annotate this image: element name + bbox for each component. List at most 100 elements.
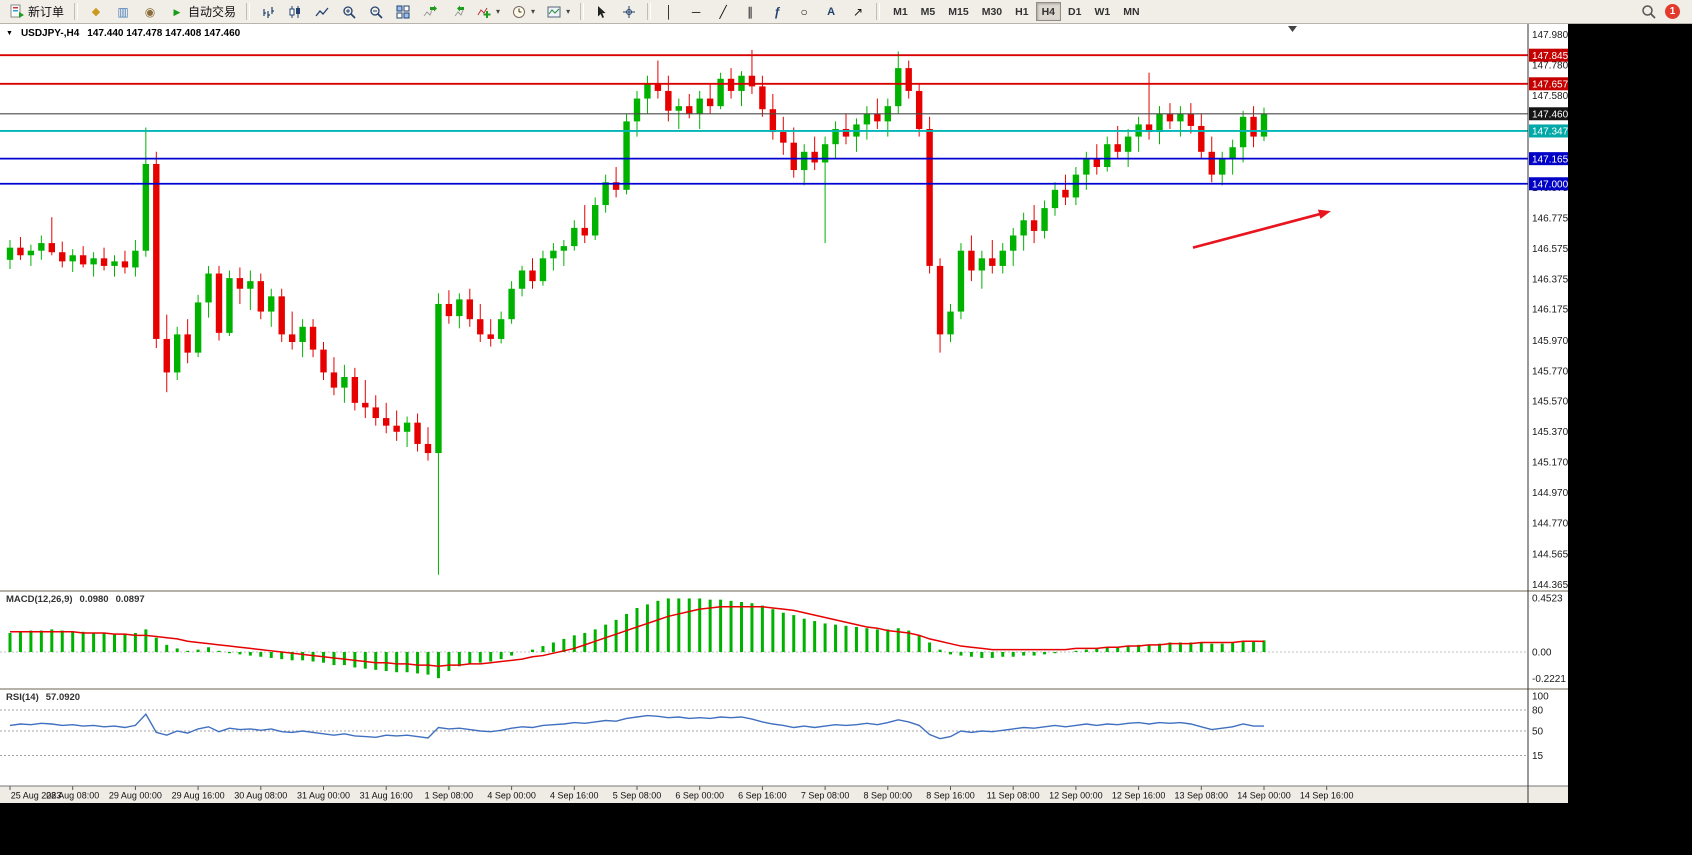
line-chart-button[interactable] (309, 2, 335, 22)
arrowtool-icon: ↗ (853, 4, 864, 19)
candles-icon (287, 4, 303, 20)
horizontal-line-button[interactable]: ─ (683, 2, 709, 22)
price-badge: 147.347 (1529, 124, 1568, 138)
timeframe-h4[interactable]: H4 (1035, 2, 1062, 21)
trend-arrow-annotation[interactable] (1192, 209, 1331, 249)
crosshair-button[interactable] (616, 2, 642, 22)
zoom-in-icon (341, 4, 357, 20)
indicator-plus-icon (476, 4, 492, 20)
timeframe-h1[interactable]: H1 (1009, 2, 1034, 21)
timeframe-d1[interactable]: D1 (1062, 2, 1087, 21)
new-order-button[interactable]: 新订单 (4, 2, 69, 22)
templates-button[interactable]: ▾ (541, 2, 575, 22)
svg-text:28 Aug 08:00: 28 Aug 08:00 (46, 791, 99, 801)
trendline-button[interactable]: ╱ (710, 2, 736, 22)
price-chart-canvas[interactable]: 147.980147.780147.580146.975146.775146.5… (0, 24, 1568, 803)
svg-text:31 Aug 16:00: 31 Aug 16:00 (360, 791, 413, 801)
svg-text:80: 80 (1532, 705, 1544, 716)
tile-windows-button[interactable] (390, 2, 416, 22)
svg-text:145.170: 145.170 (1532, 458, 1568, 469)
timeframe-group: M1 M5 M15 M30 H1 H4 D1 W1 MN (887, 2, 1145, 21)
svg-text:6 Sep 16:00: 6 Sep 16:00 (738, 791, 787, 801)
horizontal-lines-layer[interactable] (0, 54, 1528, 185)
chartshift-icon (449, 4, 465, 20)
toolbar-separator (74, 3, 79, 20)
timeframe-m15[interactable]: M15 (942, 2, 974, 21)
text-button[interactable]: A (818, 2, 844, 22)
svg-text:25 Aug 2023: 25 Aug 2023 (11, 791, 62, 801)
svg-text:15: 15 (1532, 751, 1544, 762)
svg-text:0.00: 0.00 (1532, 647, 1552, 658)
price-badge: 147.657 (1529, 77, 1568, 90)
svg-text:147.657: 147.657 (1532, 79, 1568, 90)
timeframe-m5[interactable]: M5 (915, 2, 942, 21)
collapse-triangle-icon[interactable]: ▼ (6, 30, 13, 37)
svg-text:50: 50 (1532, 726, 1544, 737)
autotrading-button[interactable]: ▶ 自动交易 (164, 2, 241, 22)
svg-text:14 Sep 00:00: 14 Sep 00:00 (1237, 791, 1291, 801)
search-icon[interactable] (1640, 4, 1656, 20)
macd-value-main: 0.0980 (79, 594, 109, 605)
chart-shift-button[interactable] (444, 2, 470, 22)
chart-shift-marker (1288, 26, 1297, 32)
macd-layer: 0.4523 0.00 -0.2221 (0, 594, 1566, 685)
svg-text:145.970: 145.970 (1532, 336, 1568, 347)
price-badge: 147.000 (1529, 177, 1568, 190)
channel-button[interactable]: ∥ (737, 2, 763, 22)
shapes-icon: ○ (800, 4, 808, 19)
timeframe-m1[interactable]: M1 (887, 2, 914, 21)
svg-text:6 Sep 00:00: 6 Sep 00:00 (675, 791, 724, 801)
periods-button[interactable]: ▾ (506, 2, 540, 22)
main-toolbar: 新订单 ◆ ▥ ◉ ▶ 自动交易 ▾ ▾ ▾ │ ─ ╱ ∥ ƒ ○ A ↗ M1 M5 M15 M30 H1 H4 D1 W1… (0, 0, 1692, 24)
macd-name: MACD(12,26,9) (6, 594, 73, 605)
svg-text:11 Sep 08:00: 11 Sep 08:00 (987, 791, 1040, 801)
dropdown-arrow-icon: ▾ (566, 7, 571, 16)
bars-icon (260, 4, 276, 20)
fibonacci-button[interactable]: ƒ (764, 2, 790, 22)
svg-text:144.970: 144.970 (1532, 488, 1568, 499)
market-watch-button[interactable]: ▥ (110, 2, 136, 22)
svg-text:12 Sep 16:00: 12 Sep 16:00 (1112, 791, 1166, 801)
vertical-line-button[interactable]: │ (656, 2, 682, 22)
svg-text:1 Sep 08:00: 1 Sep 08:00 (425, 791, 474, 801)
svg-text:8 Sep 16:00: 8 Sep 16:00 (926, 791, 975, 801)
shapes-button[interactable]: ○ (791, 2, 817, 22)
timeframe-w1[interactable]: W1 (1088, 2, 1116, 21)
auto-scroll-button[interactable] (417, 2, 443, 22)
svg-text:31 Aug 00:00: 31 Aug 00:00 (297, 791, 350, 801)
svg-text:146.575: 146.575 (1532, 244, 1568, 255)
cursor-button[interactable] (589, 2, 615, 22)
trendline-icon: ╱ (719, 4, 727, 19)
svg-text:147.980: 147.980 (1532, 30, 1568, 41)
candlestick-chart-button[interactable] (282, 2, 308, 22)
chart-backgrounds (0, 24, 1568, 803)
notification-badge[interactable]: 1 (1665, 4, 1680, 19)
chart-ohlc-values: 147.440 147.478 147.408 147.460 (87, 28, 241, 39)
rsi-name: RSI(14) (6, 692, 39, 703)
cursor-icon (594, 4, 610, 20)
svg-text:147.347: 147.347 (1532, 127, 1568, 138)
zoom-out-button[interactable] (363, 2, 389, 22)
svg-text:29 Aug 16:00: 29 Aug 16:00 (172, 791, 225, 801)
timeframe-mn[interactable]: MN (1117, 2, 1145, 21)
svg-text:144.365: 144.365 (1532, 580, 1568, 591)
bar-chart-button[interactable] (255, 2, 281, 22)
svg-text:144.770: 144.770 (1532, 518, 1568, 529)
svg-text:147.000: 147.000 (1532, 179, 1568, 190)
chart-header: ▼ USDJPY-,H4 147.440 147.478 147.408 147… (6, 28, 240, 39)
linechart-icon (314, 4, 330, 20)
price-badge: 147.845 (1529, 48, 1568, 62)
timeframe-m30[interactable]: M30 (976, 2, 1008, 21)
navigator-button[interactable]: ◉ (137, 2, 163, 22)
expert-advisors-button[interactable]: ◆ (83, 2, 109, 22)
arrows-tool-button[interactable]: ↗ (845, 2, 871, 22)
price-axis-ticks: 147.980147.780147.580146.975146.775146.5… (1532, 30, 1568, 591)
indicators-button[interactable]: ▾ (471, 2, 505, 22)
hline-icon: ─ (691, 4, 701, 19)
zoom-in-button[interactable] (336, 2, 362, 22)
text-icon: A (827, 5, 836, 18)
fibo-icon: ƒ (773, 4, 781, 19)
zoom-out-icon (368, 4, 384, 20)
